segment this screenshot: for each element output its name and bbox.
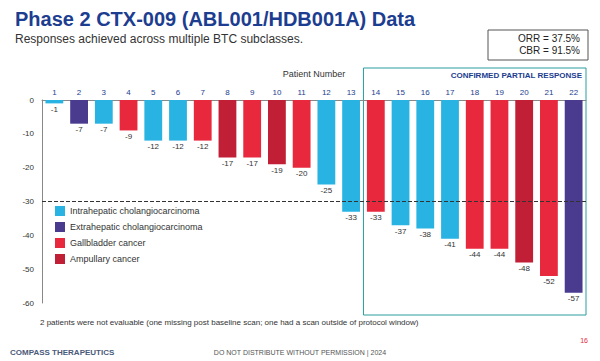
svg-text:8: 8 — [225, 88, 230, 97]
svg-text:9: 9 — [250, 88, 255, 97]
svg-text:-33: -33 — [345, 213, 357, 222]
svg-text:-7: -7 — [76, 125, 84, 134]
svg-text:22: 22 — [569, 88, 578, 97]
svg-text:-57: -57 — [568, 294, 580, 303]
svg-text:11: 11 — [297, 88, 306, 97]
svg-text:-10: -10 — [22, 129, 34, 138]
svg-text:-48: -48 — [518, 264, 530, 273]
svg-text:20: 20 — [520, 88, 529, 97]
svg-text:-52: -52 — [543, 277, 555, 286]
svg-text:-7: -7 — [100, 125, 108, 134]
svg-text:CBR = 91.5%: CBR = 91.5% — [519, 45, 580, 56]
svg-text:16: 16 — [580, 337, 588, 344]
svg-text:-60: -60 — [22, 299, 34, 308]
svg-text:Extrahepatic cholangiocarcinom: Extrahepatic cholangiocarcinoma — [70, 222, 203, 232]
svg-text:1: 1 — [52, 88, 57, 97]
svg-text:Intrahepatic cholangiocarcinom: Intrahepatic cholangiocarcinoma — [70, 206, 200, 216]
svg-text:-30: -30 — [22, 197, 34, 206]
svg-text:14: 14 — [371, 88, 380, 97]
svg-text:10: 10 — [272, 88, 281, 97]
svg-text:-12: -12 — [197, 142, 209, 151]
svg-text:CONFIRMED PARTIAL RESPONSE: CONFIRMED PARTIAL RESPONSE — [451, 71, 583, 80]
svg-text:-33: -33 — [370, 213, 382, 222]
svg-text:-19: -19 — [271, 166, 283, 175]
svg-text:-17: -17 — [246, 159, 258, 168]
svg-text:13: 13 — [347, 88, 356, 97]
svg-text:Ampullary cancer: Ampullary cancer — [70, 254, 140, 264]
svg-text:3: 3 — [102, 88, 107, 97]
svg-text:ORR = 37.5%: ORR = 37.5% — [518, 33, 580, 44]
svg-text:18: 18 — [470, 88, 479, 97]
svg-text:-38: -38 — [419, 230, 431, 239]
svg-text:2 patients were not evaluable: 2 patients were not evaluable (one missi… — [40, 318, 419, 327]
svg-text:-44: -44 — [494, 250, 506, 259]
svg-text:-12: -12 — [172, 142, 184, 151]
svg-text:12: 12 — [322, 88, 331, 97]
svg-text:-9: -9 — [125, 132, 133, 141]
svg-text:-40: -40 — [22, 231, 34, 240]
svg-text:-17: -17 — [222, 159, 234, 168]
svg-text:15: 15 — [396, 88, 405, 97]
svg-text:21: 21 — [544, 88, 553, 97]
svg-text:-37: -37 — [395, 227, 407, 236]
svg-text:DO NOT DISTRIBUTE WITHOUT PERM: DO NOT DISTRIBUTE WITHOUT PERMISSION | 2… — [214, 349, 386, 357]
svg-text:-50: -50 — [22, 265, 34, 274]
svg-text:-41: -41 — [444, 240, 456, 249]
svg-text:2: 2 — [77, 88, 82, 97]
svg-text:7: 7 — [201, 88, 206, 97]
svg-text:Responses achieved across mult: Responses achieved across multiple BTC s… — [15, 32, 303, 46]
svg-text:-20: -20 — [296, 169, 308, 178]
svg-text:0: 0 — [30, 96, 35, 105]
svg-text:5: 5 — [151, 88, 156, 97]
svg-text:4: 4 — [126, 88, 131, 97]
svg-text:19: 19 — [495, 88, 504, 97]
svg-text:-25: -25 — [321, 186, 333, 195]
svg-text:6: 6 — [176, 88, 181, 97]
svg-text:17: 17 — [446, 88, 455, 97]
svg-text:Phase 2 CTX-009 (ABL001/HDB001: Phase 2 CTX-009 (ABL001/HDB001A) Data — [15, 8, 416, 30]
svg-text:-1: -1 — [51, 105, 59, 114]
svg-text:Patient Number: Patient Number — [283, 69, 346, 79]
svg-text:16: 16 — [421, 88, 430, 97]
svg-text:COMPASS THERAPEUTICS: COMPASS THERAPEUTICS — [10, 348, 115, 357]
svg-text:-12: -12 — [147, 142, 159, 151]
svg-text:Gallbladder cancer: Gallbladder cancer — [70, 238, 146, 248]
svg-text:-44: -44 — [469, 250, 481, 259]
svg-text:-20: -20 — [22, 163, 34, 172]
